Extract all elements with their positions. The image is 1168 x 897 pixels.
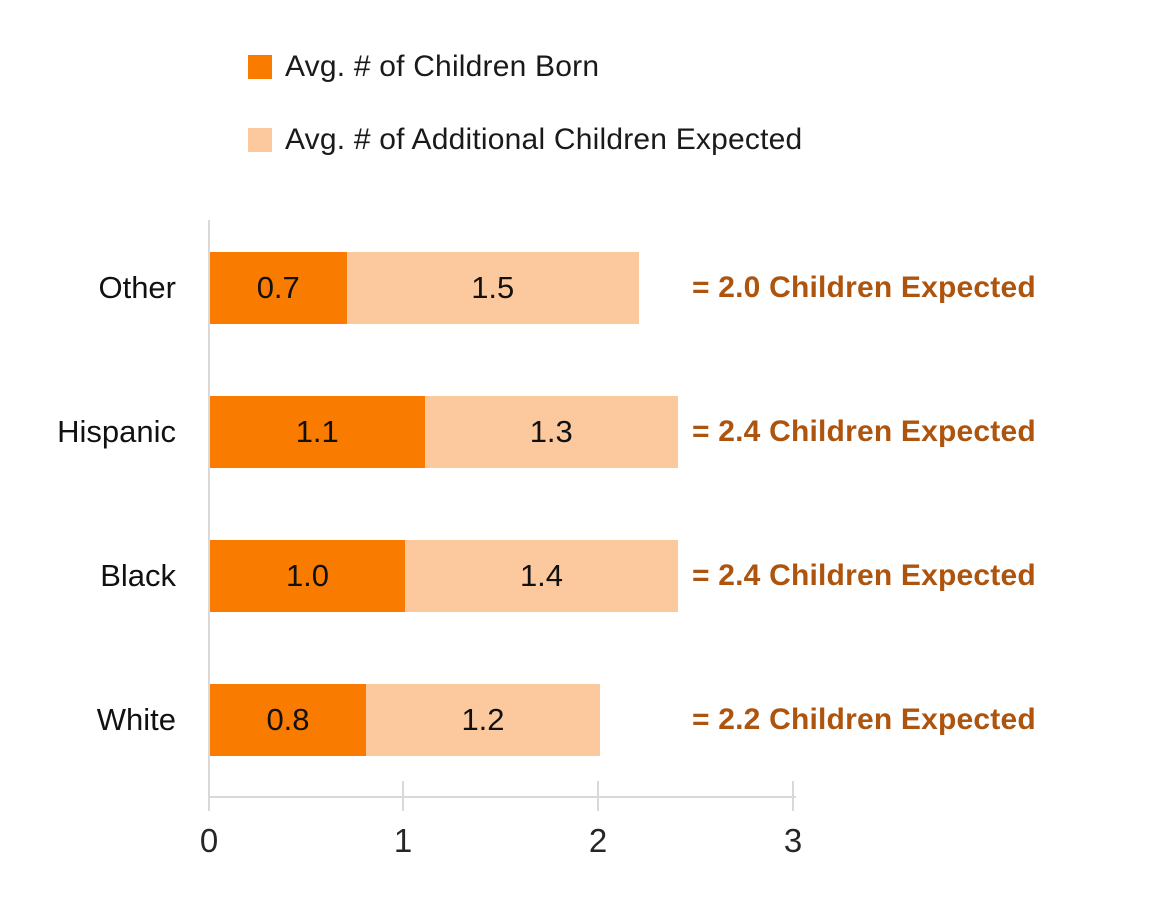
x-tick-label: 3	[783, 822, 803, 859]
category-label: White	[96, 702, 176, 737]
segment-expected: 1.3	[424, 396, 678, 468]
x-tick-label: 2	[588, 822, 608, 859]
x-axis-tick	[597, 781, 599, 811]
legend-label: Avg. # of Children Born	[285, 50, 600, 83]
stacked-bar: 0.8 1.2	[210, 684, 600, 756]
x-axis-line	[208, 796, 796, 798]
legend-item-additional-children: Avg. # of Additional Children Expected	[248, 123, 802, 157]
category-label: Hispanic	[57, 414, 176, 449]
legend-item-children-born: Avg. # of Children Born	[248, 50, 599, 84]
legend-swatch-additional-children	[248, 128, 272, 152]
segment-expected: 1.4	[405, 540, 678, 612]
segment-born: 1.0	[210, 540, 405, 612]
segment-born: 1.1	[210, 396, 425, 468]
row-annotation: = 2.4 Children Expected	[692, 559, 1036, 592]
x-axis-tick	[792, 781, 794, 811]
bar-row-white: White 0.8 1.2 = 2.2 Children Expected	[0, 684, 1168, 756]
segment-expected: 1.5	[346, 252, 639, 324]
stacked-bar: 1.0 1.4	[210, 540, 678, 612]
y-axis-line	[208, 220, 210, 811]
x-tick-label: 0	[199, 822, 219, 859]
row-annotation: = 2.0 Children Expected	[692, 271, 1036, 304]
x-tick-label: 1	[393, 822, 413, 859]
x-axis-tick	[402, 781, 404, 811]
category-label: Other	[98, 270, 176, 305]
legend-swatch-children-born	[248, 55, 272, 79]
row-annotation: = 2.2 Children Expected	[692, 703, 1036, 736]
row-annotation: = 2.4 Children Expected	[692, 415, 1036, 448]
bar-row-hispanic: Hispanic 1.1 1.3 = 2.4 Children Expected	[0, 396, 1168, 468]
segment-born: 0.7	[210, 252, 347, 324]
segment-expected: 1.2	[366, 684, 600, 756]
category-label: Black	[100, 558, 176, 593]
stacked-bar: 1.1 1.3	[210, 396, 678, 468]
segment-born: 0.8	[210, 684, 366, 756]
bar-row-black: Black 1.0 1.4 = 2.4 Children Expected	[0, 540, 1168, 612]
stacked-bar: 0.7 1.5	[210, 252, 639, 324]
legend-label: Avg. # of Additional Children Expected	[285, 123, 803, 156]
bar-row-other: Other 0.7 1.5 = 2.0 Children Expected	[0, 252, 1168, 324]
